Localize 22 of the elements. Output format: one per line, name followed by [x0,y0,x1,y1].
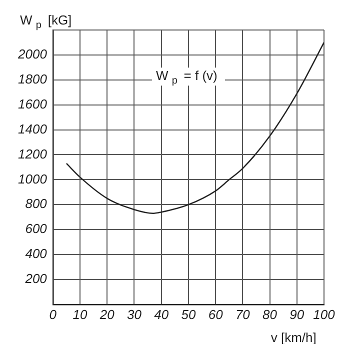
x-tick-label: 0 [49,306,58,322]
x-tick-label: 10 [72,306,88,322]
x-tick-label: 90 [290,306,305,322]
y-tick-label: 1200 [18,146,48,162]
x-tick-label: 30 [127,306,142,322]
x-tick-label: 60 [208,306,224,322]
x-tick-label: 70 [235,306,251,322]
x-tick-label: 40 [154,306,170,322]
line-series [66,42,324,214]
y-tick-label: 1400 [18,121,48,136]
y-tick-label: 400 [25,246,48,262]
x-tick-label: 20 [98,306,116,322]
y-tick-label: 600 [25,221,48,236]
y-tick-label: 200 [24,271,48,286]
x-tick-label: 100 [313,306,336,322]
x-tick-label: 50 [181,306,196,322]
y-tick-label: 1600 [18,96,48,112]
y-tick-label: 800 [25,196,48,212]
y-tick-label: 1000 [18,171,48,186]
y-tick-label: 1800 [18,72,48,86]
y-tick-label: 2000 [17,46,48,62]
x-tick-label: 80 [262,306,278,322]
